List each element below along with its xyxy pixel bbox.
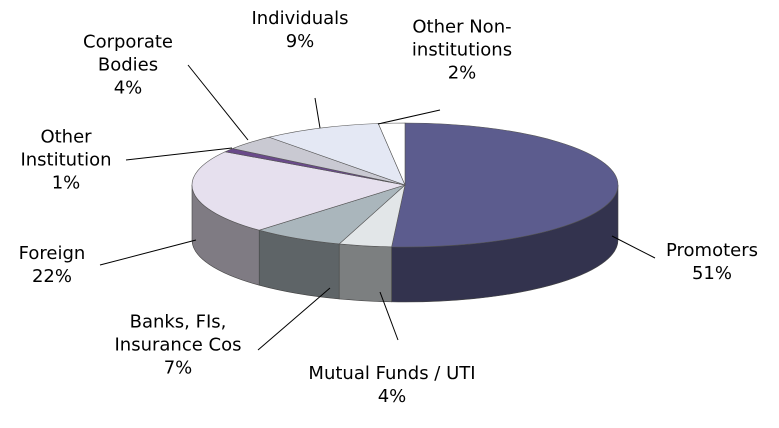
- category-name: Banks, FIs, Insurance Cos: [114, 311, 242, 356]
- slice-label: Individuals 9%: [230, 7, 370, 53]
- category-name: Individuals: [251, 8, 349, 29]
- value-label: 4%: [113, 77, 143, 99]
- category-name: Foreign: [18, 243, 86, 264]
- category-name: Other Non-institutions: [411, 16, 513, 61]
- slice-label: Mutual Funds / UTI 4%: [307, 362, 477, 408]
- leader-line: [187, 64, 249, 141]
- leader-line: [257, 287, 331, 351]
- value-label: 51%: [691, 263, 732, 284]
- category-name: Promoters: [665, 240, 758, 261]
- value-label: 2%: [447, 62, 477, 84]
- slice-label: Other Institution 1%: [1, 126, 131, 195]
- value-label: 1%: [51, 172, 81, 194]
- value-label: 7%: [163, 357, 193, 379]
- slice-label: Promoters 51%: [632, 239, 779, 285]
- slice-label: Other Non-institutions 2%: [387, 16, 537, 85]
- leader-line: [125, 147, 233, 161]
- slice-label: Foreign 22%: [2, 242, 102, 288]
- category-name: Corporate Bodies: [83, 31, 173, 76]
- leader-line: [379, 291, 399, 341]
- value-label: 4%: [377, 386, 407, 407]
- category-name: Mutual Funds / UTI: [308, 363, 476, 384]
- leader-line: [314, 97, 321, 129]
- value-label: 9%: [285, 31, 315, 52]
- slice-label: Corporate Bodies 4%: [68, 31, 188, 100]
- slice-top: [391, 122, 619, 248]
- leader-line: [99, 239, 197, 266]
- category-name: Other Institution: [20, 126, 112, 171]
- leader-line: [611, 235, 656, 259]
- value-label: 22%: [31, 266, 72, 287]
- slice-label: Banks, FIs, Insurance Cos 7%: [98, 311, 258, 380]
- leader-line: [377, 109, 441, 125]
- slice-top: [268, 123, 406, 186]
- slice-top: [191, 151, 406, 231]
- slice-side: [338, 243, 392, 303]
